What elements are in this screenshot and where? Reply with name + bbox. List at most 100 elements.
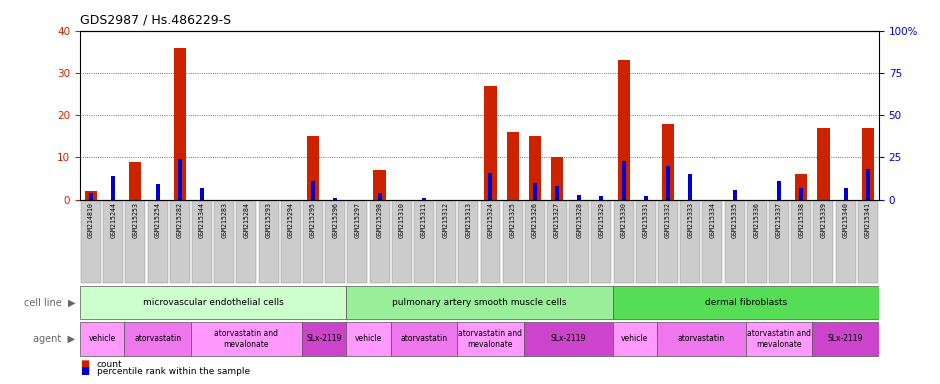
- Bar: [200, 188, 204, 200]
- Text: GSM215333: GSM215333: [687, 202, 693, 238]
- Text: GSM215327: GSM215327: [554, 202, 560, 238]
- Text: GSM215282: GSM215282: [177, 202, 182, 238]
- Text: SLx-2119: SLx-2119: [551, 334, 586, 343]
- Text: GSM215335: GSM215335: [731, 202, 738, 238]
- Text: GSM215336: GSM215336: [754, 202, 760, 238]
- FancyBboxPatch shape: [303, 200, 323, 283]
- FancyBboxPatch shape: [392, 200, 412, 283]
- Text: GSM215311: GSM215311: [421, 202, 427, 238]
- FancyBboxPatch shape: [503, 200, 523, 283]
- Text: GSM215328: GSM215328: [576, 202, 582, 238]
- FancyBboxPatch shape: [747, 200, 767, 283]
- FancyBboxPatch shape: [725, 200, 744, 283]
- Bar: [111, 176, 116, 200]
- Text: GSM215297: GSM215297: [354, 202, 360, 238]
- Text: atorvastatin: atorvastatin: [134, 334, 181, 343]
- FancyBboxPatch shape: [81, 200, 101, 283]
- FancyBboxPatch shape: [125, 200, 146, 283]
- FancyBboxPatch shape: [769, 200, 789, 283]
- Bar: [306, 136, 319, 200]
- FancyBboxPatch shape: [791, 200, 811, 283]
- Bar: [688, 174, 692, 200]
- Bar: [89, 193, 93, 200]
- FancyBboxPatch shape: [348, 200, 368, 283]
- Text: SLx-2119: SLx-2119: [306, 334, 342, 343]
- FancyBboxPatch shape: [570, 200, 589, 283]
- Text: GSM215338: GSM215338: [798, 202, 805, 238]
- Text: count: count: [97, 360, 122, 369]
- Bar: [662, 124, 674, 200]
- FancyBboxPatch shape: [613, 286, 879, 319]
- Bar: [85, 191, 97, 200]
- Text: GSM215253: GSM215253: [133, 202, 138, 238]
- Text: SLx-2119: SLx-2119: [828, 334, 863, 343]
- Text: percentile rank within the sample: percentile rank within the sample: [97, 367, 250, 376]
- FancyBboxPatch shape: [858, 200, 878, 283]
- Bar: [484, 86, 496, 200]
- Bar: [843, 188, 848, 200]
- FancyBboxPatch shape: [170, 200, 190, 283]
- FancyBboxPatch shape: [214, 200, 234, 283]
- Text: GSM215313: GSM215313: [465, 202, 471, 238]
- Text: GSM215295: GSM215295: [310, 202, 316, 238]
- Text: GSM215334: GSM215334: [710, 202, 715, 238]
- FancyBboxPatch shape: [480, 200, 500, 283]
- Text: agent  ▶: agent ▶: [33, 334, 75, 344]
- FancyBboxPatch shape: [614, 200, 634, 283]
- FancyBboxPatch shape: [635, 200, 656, 283]
- Text: ■: ■: [80, 359, 89, 369]
- Bar: [178, 159, 181, 200]
- Text: GSM215325: GSM215325: [509, 202, 516, 238]
- Text: GSM215284: GSM215284: [243, 202, 249, 238]
- Bar: [666, 166, 670, 200]
- Text: dermal fibroblasts: dermal fibroblasts: [705, 298, 787, 307]
- Text: atorvastatin and
mevalonate: atorvastatin and mevalonate: [747, 329, 811, 349]
- FancyBboxPatch shape: [702, 200, 723, 283]
- Text: GSM215312: GSM215312: [443, 202, 449, 238]
- Bar: [373, 170, 385, 200]
- Bar: [618, 60, 630, 200]
- Text: atorvastatin and
mevalonate: atorvastatin and mevalonate: [459, 329, 523, 349]
- FancyBboxPatch shape: [281, 200, 301, 283]
- FancyBboxPatch shape: [346, 322, 391, 356]
- Text: atorvastatin: atorvastatin: [400, 334, 447, 343]
- Bar: [529, 136, 541, 200]
- Text: GSM214810: GSM214810: [88, 202, 94, 238]
- Text: GSM215296: GSM215296: [332, 202, 338, 238]
- FancyBboxPatch shape: [391, 322, 457, 356]
- FancyBboxPatch shape: [325, 200, 345, 283]
- Text: atorvastatin and
mevalonate: atorvastatin and mevalonate: [214, 329, 278, 349]
- FancyBboxPatch shape: [812, 322, 879, 356]
- Text: GSM215293: GSM215293: [266, 202, 272, 238]
- Text: microvascular endothelial cells: microvascular endothelial cells: [143, 298, 284, 307]
- FancyBboxPatch shape: [191, 322, 302, 356]
- Text: GSM215298: GSM215298: [377, 202, 383, 238]
- FancyBboxPatch shape: [459, 200, 478, 283]
- FancyBboxPatch shape: [124, 322, 191, 356]
- Bar: [333, 198, 337, 200]
- Text: pulmonary artery smooth muscle cells: pulmonary artery smooth muscle cells: [392, 298, 567, 307]
- FancyBboxPatch shape: [346, 286, 613, 319]
- Bar: [551, 157, 563, 200]
- FancyBboxPatch shape: [148, 200, 167, 283]
- Bar: [556, 186, 559, 200]
- Bar: [862, 128, 874, 200]
- FancyBboxPatch shape: [192, 200, 212, 283]
- FancyBboxPatch shape: [658, 200, 678, 283]
- Bar: [311, 181, 315, 200]
- Bar: [795, 174, 807, 200]
- Text: GSM215324: GSM215324: [488, 202, 494, 238]
- Text: GSM215330: GSM215330: [620, 202, 627, 238]
- FancyBboxPatch shape: [547, 200, 567, 283]
- FancyBboxPatch shape: [591, 200, 611, 283]
- Text: GSM215329: GSM215329: [599, 202, 604, 238]
- FancyBboxPatch shape: [745, 322, 812, 356]
- Text: vehicle: vehicle: [88, 334, 116, 343]
- FancyBboxPatch shape: [457, 322, 524, 356]
- FancyBboxPatch shape: [525, 200, 545, 283]
- FancyBboxPatch shape: [657, 322, 745, 356]
- Text: GSM215339: GSM215339: [821, 202, 826, 238]
- Text: cell line  ▶: cell line ▶: [24, 297, 75, 308]
- FancyBboxPatch shape: [369, 200, 389, 283]
- Bar: [422, 198, 426, 200]
